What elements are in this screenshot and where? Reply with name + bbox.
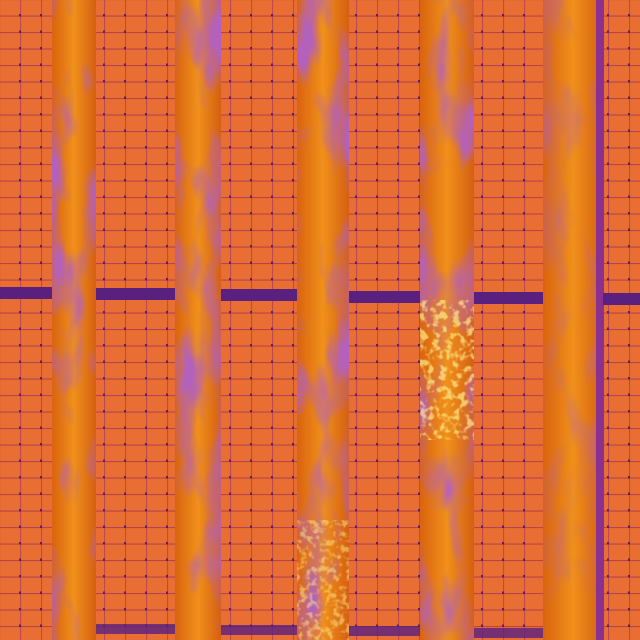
panel-gap: [0, 287, 640, 305]
ground: [52, 0, 603, 640]
bottom-gap: [96, 624, 543, 638]
